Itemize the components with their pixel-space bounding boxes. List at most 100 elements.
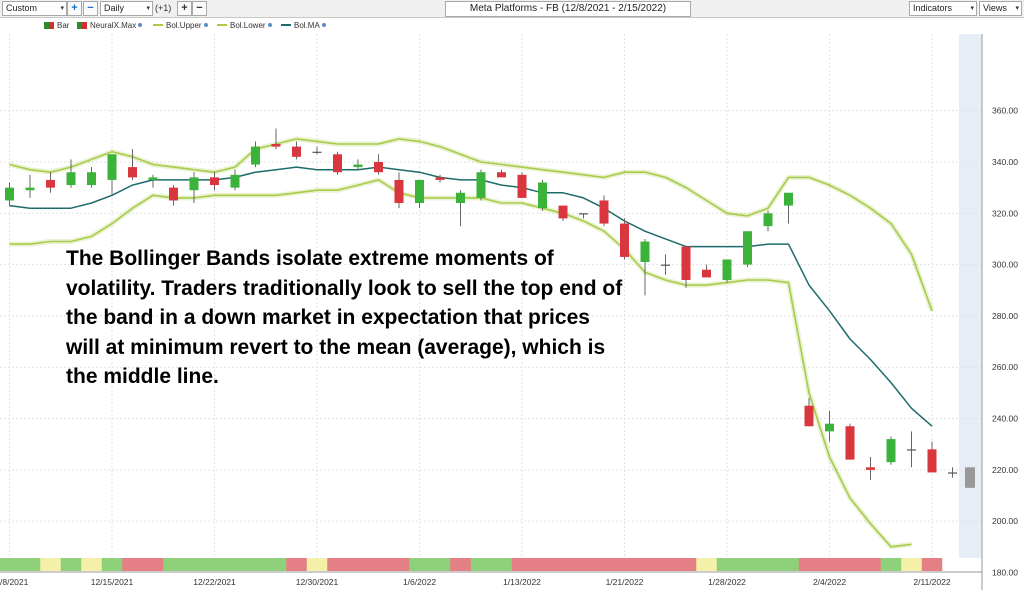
interval-select[interactable]: Daily ▾ [100, 1, 153, 16]
candle-body [661, 264, 670, 266]
candle-body [620, 223, 629, 257]
legend-item-bol-upper[interactable]: Bol.Upper [153, 19, 208, 33]
gear-icon[interactable] [203, 23, 208, 27]
signal-bar-cell [470, 558, 492, 571]
signal-bar-cell [901, 558, 923, 571]
candle-body [271, 144, 281, 147]
gear-icon[interactable] [267, 23, 272, 27]
signal-bar-cell [347, 558, 369, 571]
signal-bar-cell [245, 558, 267, 571]
y-tick-label: 340.00 [992, 157, 1018, 167]
legend-item-neuralx[interactable]: NeuralX.Max [77, 19, 143, 33]
signal-bar-cell [409, 558, 431, 571]
x-tick-label: /8/2021 [0, 577, 29, 587]
candle-body [681, 246, 691, 280]
signal-bar-cell [183, 558, 205, 571]
x-tick-label: 2/11/2022 [913, 577, 950, 587]
candle-body [825, 423, 834, 432]
zoom-out-button[interactable]: − [83, 1, 98, 16]
x-tick-label: 12/15/2021 [91, 577, 134, 587]
chevron-down-icon: ▾ [60, 5, 64, 12]
legend-swatch [44, 22, 54, 29]
signal-bar-cell [655, 558, 677, 571]
range-select[interactable]: Custom ▾ [2, 1, 67, 16]
signal-bar-cell [450, 558, 472, 571]
offset-label: (+1) [155, 3, 172, 13]
y-tick-label: 360.00 [992, 106, 1018, 116]
signal-bar-cell [675, 558, 697, 571]
signal-bar-cell [327, 558, 349, 571]
candle-body [476, 172, 486, 198]
candle-body [415, 179, 424, 204]
signal-bar-cell [798, 558, 820, 571]
legend-label: NeuralX.Max [90, 21, 137, 30]
signal-bar-cell [573, 558, 595, 571]
candle-body [107, 154, 117, 180]
signal-bar-cell [306, 558, 328, 571]
x-tick-label: 2/4/2022 [813, 577, 846, 587]
views-select[interactable]: Views ▾ [979, 1, 1022, 16]
candle-body [907, 449, 916, 451]
signal-bar-cell [614, 558, 636, 571]
chevron-down-icon: ▾ [1015, 5, 1019, 12]
x-tick-label: 1/13/2022 [503, 577, 541, 587]
chevron-down-icon: ▾ [146, 5, 150, 12]
signal-bar-cell [552, 558, 574, 571]
indicators-label: Indicators [913, 3, 953, 13]
candle-body [640, 241, 650, 263]
candle-body [169, 187, 178, 201]
signal-bar-cell [388, 558, 410, 571]
candle-body [866, 467, 875, 470]
x-tick-label: 12/30/2021 [296, 577, 339, 587]
bol-upper-line [9, 138, 933, 312]
indicators-select[interactable]: Indicators ▾ [909, 1, 977, 16]
y-tick-label: 220.00 [992, 465, 1018, 475]
toolbar: Custom ▾ + − Daily ▾ (+1) + − Meta Platfor… [0, 0, 1024, 18]
candle-body [804, 405, 814, 427]
legend-label: Bol.Lower [230, 21, 266, 30]
legend-item-bol-ma[interactable]: Bol.MA [281, 19, 326, 33]
legend-item-bar[interactable]: Bar [44, 19, 69, 33]
candle-body [497, 172, 506, 178]
signal-bar-cell [40, 558, 62, 571]
legend-swatch [217, 24, 227, 26]
legend-item-bol-lower[interactable]: Bol.Lower [217, 19, 272, 33]
signal-bar-cell [491, 558, 513, 571]
candle-body [435, 177, 445, 180]
signal-bar-cell [368, 558, 390, 571]
signal-bar-cell [81, 558, 103, 571]
candle-body [46, 179, 55, 188]
candle-body [722, 259, 732, 280]
chevron-down-icon: ▾ [970, 5, 974, 12]
gear-icon[interactable] [321, 23, 326, 27]
legend-swatch [281, 24, 291, 26]
legend-label: Bar [57, 21, 70, 30]
candle-body [333, 154, 342, 173]
candle-body [210, 177, 219, 186]
candle-body [128, 167, 137, 178]
gear-icon[interactable] [138, 23, 143, 27]
candle-body [87, 172, 96, 186]
signal-bar-cell [839, 558, 861, 571]
y-tick-label: 280.00 [992, 311, 1018, 321]
candle-body [292, 146, 301, 157]
y-tick-label: 320.00 [992, 208, 1018, 218]
signal-bar-cell [942, 558, 964, 571]
candle-body [763, 213, 773, 227]
candle-body [579, 213, 588, 215]
candle-body [66, 172, 76, 186]
zoom-in-button[interactable]: + [67, 1, 82, 16]
candle-body [845, 426, 855, 460]
signal-bar-cell [429, 558, 451, 571]
signal-bar-cell [163, 558, 185, 571]
x-tick-label: 1/6/2022 [403, 577, 436, 587]
offset-minus-button[interactable]: − [192, 1, 207, 16]
y-tick-label: 200.00 [992, 516, 1018, 526]
offset-plus-button[interactable]: + [177, 1, 192, 16]
signal-bar-cell [860, 558, 882, 571]
candle-body [702, 269, 711, 278]
candle-body [230, 174, 240, 188]
candle-body [784, 192, 793, 206]
candle-body [558, 205, 568, 219]
